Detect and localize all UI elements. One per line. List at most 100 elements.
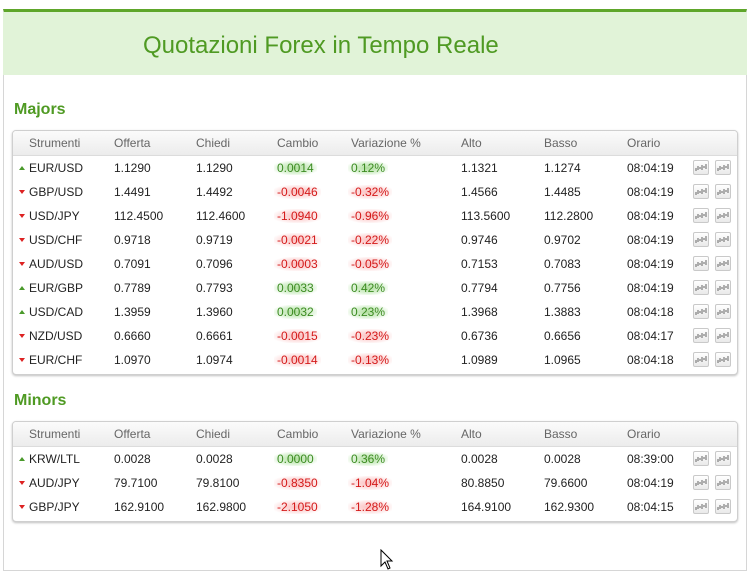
- cell-high: 1.0989: [461, 353, 498, 367]
- cell-change: 0.0014: [274, 161, 317, 175]
- cell-low: 0.7756: [544, 281, 581, 295]
- daily-chart-icon[interactable]: [715, 328, 731, 343]
- intraday-chart-icon[interactable]: [693, 475, 709, 490]
- table-row[interactable]: USD/CAD 1.3959 1.3960 0.0032 0.23% 1.3968 1.38…: [13, 300, 737, 324]
- table-row[interactable]: NZD/USD 0.6660 0.6661 -0.0015 -0.23% 0.6736 0.…: [13, 324, 737, 348]
- instrument-name[interactable]: EUR/CHF: [29, 353, 82, 367]
- table-row[interactable]: EUR/CHF 1.0970 1.0974 -0.0014 -0.13% 1.0989 1.…: [13, 348, 737, 372]
- cell-value-symbol: EUR/CHF: [29, 353, 83, 367]
- instrument-name[interactable]: AUD/USD: [29, 257, 83, 271]
- cell-low: 79.6600: [544, 476, 587, 490]
- instrument-name[interactable]: EUR/GBP: [29, 281, 83, 295]
- cell-bid: 0.9718: [114, 233, 151, 247]
- column-header[interactable]: Offerta: [114, 427, 151, 441]
- cell-value-bid: 0.7789: [114, 281, 151, 295]
- instrument-name[interactable]: USD/JPY: [29, 209, 80, 223]
- column-header[interactable]: Chiedi: [196, 136, 231, 150]
- column-header[interactable]: Orario: [627, 136, 661, 150]
- cell-low: 0.6656: [544, 329, 581, 343]
- instrument-name[interactable]: EUR/USD: [29, 161, 83, 175]
- cell-value-change: -0.0046: [274, 185, 321, 199]
- column-header[interactable]: Chiedi: [196, 427, 231, 441]
- cell-value-bid: 0.0028: [114, 452, 151, 466]
- intraday-chart-icon[interactable]: [693, 184, 709, 199]
- table-row[interactable]: GBP/JPY 162.9100 162.9800 -2.1050 -1.28% 164.…: [13, 495, 737, 519]
- intraday-chart-icon[interactable]: [693, 328, 709, 343]
- daily-chart-icon[interactable]: [715, 451, 731, 466]
- cell-bid: 1.4491: [114, 185, 151, 199]
- intraday-chart-icon[interactable]: [693, 304, 709, 319]
- cell-value-high: 164.9100: [461, 500, 512, 514]
- instrument-name[interactable]: AUD/JPY: [29, 476, 80, 490]
- table-row[interactable]: KRW/LTL 0.0028 0.0028 0.0000 0.36% 0.0028 0.00…: [13, 447, 737, 471]
- intraday-chart-icon[interactable]: [693, 256, 709, 271]
- table-row[interactable]: AUD/USD 0.7091 0.7096 -0.0003 -0.05% 0.7153 0.…: [13, 252, 737, 276]
- cell-high: 113.5600: [461, 209, 510, 223]
- column-header[interactable]: Variazione %: [351, 136, 421, 150]
- table-header: Strumenti Offerta Chiedi Cambio Variazione %…: [13, 422, 737, 447]
- daily-chart-icon[interactable]: [715, 184, 731, 199]
- cell-value-ask: 1.0974: [196, 353, 233, 367]
- cell-value-low: 112.2800: [544, 209, 594, 223]
- daily-chart-icon[interactable]: [715, 499, 731, 514]
- cell-high: 1.4566: [461, 185, 498, 199]
- page-title: Quotazioni Forex in Tempo Reale: [143, 32, 499, 59]
- cell-value-pct: -0.23%: [348, 329, 393, 343]
- daily-chart-icon[interactable]: [715, 475, 731, 490]
- table-row[interactable]: EUR/GBP 0.7789 0.7793 0.0033 0.42% 0.7794 0.77…: [13, 276, 737, 300]
- column-header[interactable]: Offerta: [114, 136, 151, 150]
- instrument-name[interactable]: NZD/USD: [29, 329, 82, 343]
- table-row[interactable]: EUR/USD 1.1290 1.1290 0.0014 0.12% 1.1321 1.12…: [13, 156, 737, 180]
- cell-value-pct: 0.42%: [348, 281, 389, 295]
- column-header[interactable]: Orario: [627, 427, 661, 441]
- column-header[interactable]: Alto: [461, 136, 482, 150]
- cell-value-time: 08:39:00: [627, 452, 674, 466]
- cell-value-symbol: GBP/USD: [29, 185, 84, 199]
- table-row[interactable]: USD/CHF 0.9718 0.9719 -0.0021 -0.22% 0.9746 0.…: [13, 228, 737, 252]
- intraday-chart-icon[interactable]: [693, 160, 709, 175]
- intraday-chart-icon[interactable]: [693, 208, 709, 223]
- cell-value-low: 0.9702: [544, 233, 581, 247]
- column-header[interactable]: Strumenti: [29, 136, 81, 150]
- table-row[interactable]: GBP/USD 1.4491 1.4492 -0.0046 -0.32% 1.4566 1.…: [13, 180, 737, 204]
- cell-value-ask: 0.0028: [196, 452, 233, 466]
- daily-chart-icon[interactable]: [715, 160, 731, 175]
- cell-value-time: 08:04:18: [627, 305, 674, 319]
- intraday-chart-icon[interactable]: [693, 352, 709, 367]
- cell-low: 0.9702: [544, 233, 581, 247]
- daily-chart-icon[interactable]: [715, 280, 731, 295]
- column-header[interactable]: Variazione %: [351, 427, 421, 441]
- cell-value-time: 08:04:19: [627, 209, 674, 223]
- instrument-name[interactable]: GBP/JPY: [29, 500, 80, 514]
- daily-chart-icon[interactable]: [715, 208, 731, 223]
- intraday-chart-icon[interactable]: [693, 451, 709, 466]
- cell-value-pct: 0.36%: [348, 452, 389, 466]
- cell-value-change: -1.0940: [274, 209, 321, 223]
- instrument-name[interactable]: USD/CHF: [29, 233, 82, 247]
- cell-value-symbol: KRW/LTL: [29, 452, 80, 466]
- column-header[interactable]: Cambio: [277, 136, 319, 150]
- column-header[interactable]: Cambio: [277, 427, 319, 441]
- cell-value-symbol: GBP/JPY: [29, 500, 80, 514]
- table-row[interactable]: AUD/JPY 79.7100 79.8100 -0.8350 -1.04% 80.885…: [13, 471, 737, 495]
- cell-value-symbol: EUR/GBP: [29, 281, 84, 295]
- instrument-name[interactable]: KRW/LTL: [29, 452, 80, 466]
- cell-time: 08:04:19: [627, 185, 674, 199]
- column-header[interactable]: Strumenti: [29, 427, 81, 441]
- intraday-chart-icon[interactable]: [693, 232, 709, 247]
- daily-chart-icon[interactable]: [715, 232, 731, 247]
- column-header[interactable]: Basso: [544, 427, 578, 441]
- instrument-name[interactable]: USD/CAD: [29, 305, 83, 319]
- table-row[interactable]: USD/JPY 112.4500 112.4600 -1.0940 -0.96% 113.…: [13, 204, 737, 228]
- intraday-chart-icon[interactable]: [693, 499, 709, 514]
- cell-value-time: 08:04:19: [627, 281, 674, 295]
- intraday-chart-icon[interactable]: [693, 280, 709, 295]
- daily-chart-icon[interactable]: [715, 256, 731, 271]
- daily-chart-icon[interactable]: [715, 304, 731, 319]
- daily-chart-icon[interactable]: [715, 352, 731, 367]
- cell-value-change: 0.0032: [274, 305, 317, 319]
- instrument-name[interactable]: GBP/USD: [29, 185, 83, 199]
- column-header[interactable]: Basso: [544, 136, 578, 150]
- cell-pct: 0.23%: [348, 305, 389, 319]
- column-header[interactable]: Alto: [461, 427, 482, 441]
